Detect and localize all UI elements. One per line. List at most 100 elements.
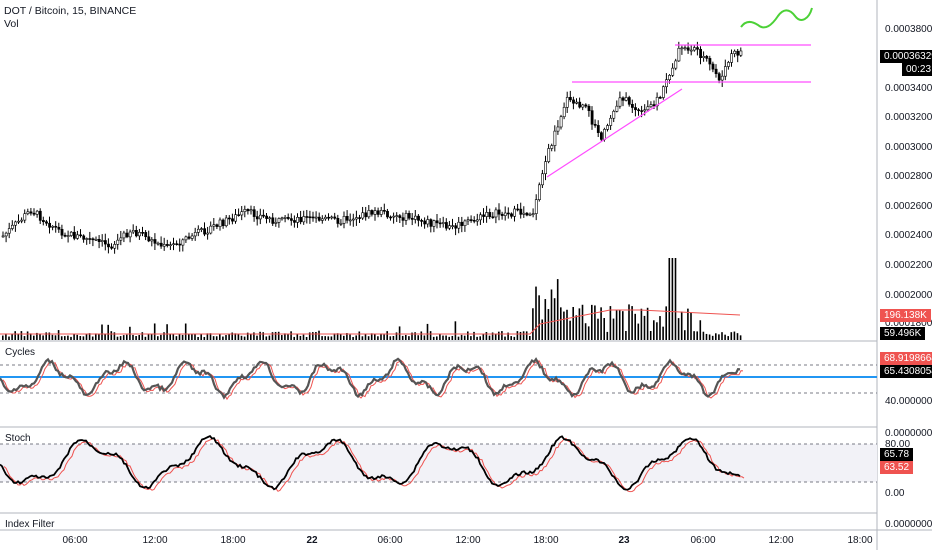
volume-bar bbox=[702, 331, 705, 340]
volume-bar bbox=[45, 332, 47, 340]
candle-body bbox=[438, 222, 442, 225]
stoch-d-tag: 63.52 bbox=[880, 461, 914, 474]
volume-bar bbox=[398, 326, 401, 340]
volume-bar bbox=[246, 332, 249, 340]
time-tick: 18:00 bbox=[220, 535, 246, 546]
candle-body bbox=[708, 58, 712, 65]
volume-bar bbox=[36, 332, 38, 340]
trend-line[interactable] bbox=[546, 88, 683, 178]
candle-body bbox=[575, 101, 579, 104]
volume-bar bbox=[355, 335, 357, 340]
volume-bar bbox=[389, 336, 392, 340]
candle-body bbox=[407, 213, 411, 219]
volume-bar bbox=[231, 332, 233, 340]
volume-bar bbox=[405, 334, 407, 340]
volume-bar bbox=[57, 330, 60, 340]
candle-body bbox=[736, 50, 740, 56]
volume-bar bbox=[259, 331, 261, 340]
candle-body bbox=[463, 220, 467, 226]
candle-body bbox=[237, 214, 241, 216]
volume-bar bbox=[516, 331, 519, 340]
volume-bar bbox=[367, 336, 370, 340]
volume-bar bbox=[417, 335, 419, 340]
volume-bar bbox=[318, 330, 320, 340]
volume-bar bbox=[293, 336, 295, 340]
volume-bar bbox=[600, 307, 602, 340]
volume-bar bbox=[39, 334, 41, 340]
candle-body bbox=[38, 210, 42, 221]
volume-bar bbox=[222, 336, 224, 340]
candle-body bbox=[420, 220, 424, 222]
candle-body bbox=[85, 238, 89, 240]
candle-body bbox=[289, 218, 293, 221]
candle-body bbox=[553, 130, 557, 146]
volume-bar bbox=[157, 336, 159, 340]
volume-bar bbox=[299, 335, 302, 340]
volume-bar bbox=[271, 332, 274, 340]
candle-body bbox=[128, 231, 132, 238]
volume-bar bbox=[327, 336, 330, 340]
volume-bar bbox=[364, 333, 367, 340]
stoch-k-line bbox=[0, 434, 741, 491]
candle-body bbox=[122, 232, 126, 239]
volume-bar bbox=[467, 331, 469, 340]
candle-body bbox=[609, 117, 613, 126]
candle-body bbox=[541, 173, 544, 186]
candle-body bbox=[668, 75, 672, 81]
volume-bar bbox=[138, 335, 140, 340]
candle-body bbox=[178, 243, 182, 246]
volume-bar bbox=[194, 334, 196, 340]
volume-bar bbox=[587, 326, 590, 340]
candle-body bbox=[351, 218, 355, 221]
time-tick: 18:00 bbox=[847, 535, 873, 546]
volume-bar bbox=[718, 334, 720, 340]
candle-body bbox=[336, 218, 340, 224]
candle-body bbox=[4, 232, 8, 237]
candle-body bbox=[373, 210, 377, 215]
candle-body bbox=[255, 216, 259, 220]
volume-bar bbox=[209, 333, 212, 340]
forecast-path[interactable] bbox=[740, 7, 813, 29]
candle-body bbox=[630, 104, 634, 108]
volume-ma-line bbox=[0, 309, 741, 335]
volume-bar bbox=[581, 304, 584, 340]
volume-label: Vol bbox=[4, 18, 19, 30]
volume-bar bbox=[324, 336, 326, 340]
candle-body bbox=[23, 213, 27, 221]
volume-bar bbox=[572, 306, 574, 340]
volume-bar bbox=[110, 331, 113, 340]
volume-bar bbox=[513, 336, 516, 340]
volume-bar bbox=[563, 311, 565, 340]
candle-body bbox=[54, 225, 58, 228]
volume-bar bbox=[129, 326, 131, 340]
candle-body bbox=[293, 220, 296, 223]
volume-bar bbox=[234, 333, 237, 340]
volume-bar bbox=[448, 336, 450, 340]
volume-bar bbox=[649, 331, 652, 340]
candle-body bbox=[637, 109, 641, 112]
candle-body bbox=[677, 47, 681, 62]
stoch-oscillator bbox=[0, 434, 745, 493]
candle-body bbox=[296, 217, 300, 223]
candle-body bbox=[593, 123, 597, 126]
volume-bar bbox=[482, 334, 485, 340]
volume-bar bbox=[606, 331, 609, 340]
candle-body bbox=[513, 208, 517, 217]
volume-bar bbox=[668, 258, 671, 340]
candle-body bbox=[692, 47, 696, 51]
candle-body bbox=[705, 56, 709, 59]
volume-bar bbox=[733, 331, 736, 340]
volume-bar bbox=[343, 335, 345, 340]
candle-body bbox=[197, 228, 200, 233]
cycles-main-line bbox=[0, 357, 741, 400]
candle-body bbox=[578, 101, 582, 108]
volume-bar bbox=[724, 334, 726, 340]
volume-bar bbox=[5, 333, 7, 340]
volume-bar bbox=[687, 308, 689, 340]
candle-body bbox=[556, 126, 560, 132]
